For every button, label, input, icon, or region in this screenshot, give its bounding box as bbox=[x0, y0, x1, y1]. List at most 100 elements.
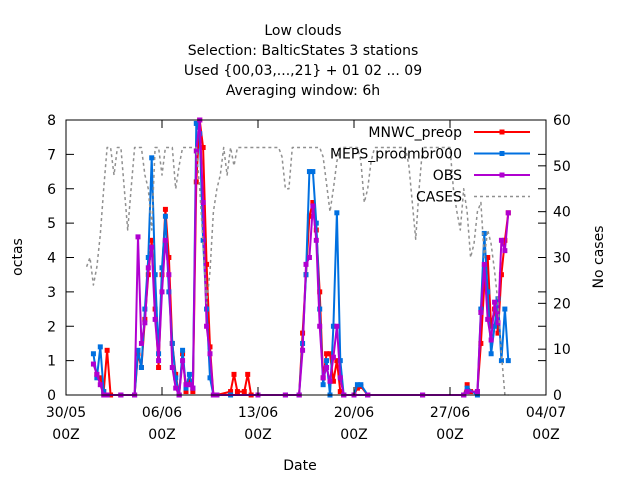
data-point-obs bbox=[320, 375, 326, 381]
data-point-mnwc-preop bbox=[464, 382, 470, 388]
y2-tick-label: 50 bbox=[553, 159, 571, 175]
data-point-meps-prodmbr000 bbox=[90, 351, 96, 357]
data-point-obs bbox=[505, 210, 511, 216]
data-point-meps-prodmbr000 bbox=[354, 382, 360, 388]
data-point-meps-prodmbr000 bbox=[173, 375, 179, 381]
y-tick-label: 6 bbox=[47, 182, 56, 198]
data-point-mnwc-preop bbox=[228, 389, 234, 395]
x-tick-label: 27/06 bbox=[430, 405, 470, 421]
data-point-mnwc-preop bbox=[241, 389, 247, 395]
series-line-cases bbox=[85, 146, 509, 396]
data-point-mnwc-preop bbox=[231, 371, 237, 377]
legend-swatch-marker bbox=[499, 129, 505, 135]
data-point-meps-prodmbr000 bbox=[488, 351, 494, 357]
data-point-meps-prodmbr000 bbox=[464, 385, 470, 391]
data-point-meps-prodmbr000 bbox=[193, 120, 199, 126]
data-point-meps-prodmbr000 bbox=[159, 265, 165, 271]
data-point-obs bbox=[193, 148, 199, 154]
data-point-mnwc-preop bbox=[478, 340, 484, 346]
x-tick-label: 04/07 bbox=[526, 405, 566, 421]
data-point-meps-prodmbr000 bbox=[337, 358, 343, 364]
legend-label: MEPS_prodmbr000 bbox=[330, 147, 462, 163]
data-point-obs bbox=[142, 320, 148, 326]
data-point-obs bbox=[481, 261, 487, 267]
y-axis-left: 0 1 2 3 4 5 6 7 8 bbox=[47, 113, 546, 404]
title-line: Used {00,03,...,21} + 01 02 ... 09 bbox=[184, 63, 422, 79]
data-point-meps-prodmbr000 bbox=[485, 289, 491, 295]
data-point-obs bbox=[97, 382, 103, 388]
legend-label: MNWC_preop bbox=[368, 125, 462, 141]
data-point-mnwc-preop bbox=[324, 351, 330, 357]
data-point-obs bbox=[190, 385, 196, 391]
data-point-obs bbox=[317, 323, 323, 329]
y-tick-label: 3 bbox=[47, 285, 56, 301]
data-point-meps-prodmbr000 bbox=[135, 347, 141, 353]
data-point-meps-prodmbr000 bbox=[207, 375, 213, 381]
y-tick-label: 7 bbox=[47, 147, 56, 163]
data-point-mnwc-preop bbox=[104, 347, 110, 353]
data-point-mnwc-preop bbox=[495, 330, 501, 336]
data-point-obs bbox=[156, 358, 162, 364]
data-point-obs bbox=[138, 340, 144, 346]
y-tick-label: 1 bbox=[47, 354, 56, 370]
x-tick-label-hour: 00Z bbox=[244, 427, 271, 443]
data-point-obs bbox=[183, 382, 189, 388]
data-point-meps-prodmbr000 bbox=[492, 323, 498, 329]
data-point-mnwc-preop bbox=[334, 358, 340, 364]
data-point-meps-prodmbr000 bbox=[94, 375, 100, 381]
title-line: Selection: BalticStates 3 stations bbox=[188, 43, 418, 59]
y2-tick-label: 0 bbox=[553, 388, 562, 404]
data-point-meps-prodmbr000 bbox=[334, 210, 340, 216]
x-tick-label-hour: 00Z bbox=[52, 427, 79, 443]
data-point-obs bbox=[149, 244, 155, 250]
legend-label: CASES bbox=[416, 190, 462, 206]
data-point-obs bbox=[498, 237, 504, 243]
data-point-mnwc-preop bbox=[488, 323, 494, 329]
data-point-mnwc-preop bbox=[310, 200, 316, 205]
x-tick-label: 30/05 bbox=[46, 405, 86, 421]
data-point-mnwc-preop bbox=[354, 385, 360, 391]
x-tick-label-hour: 00Z bbox=[532, 427, 559, 443]
data-point-meps-prodmbr000 bbox=[306, 169, 312, 175]
chart-title: Low clouds Selection: BalticStates 3 stat… bbox=[184, 23, 422, 99]
data-point-obs bbox=[324, 365, 330, 370]
y-axis-right: 0 10 20 30 40 50 60 bbox=[538, 113, 571, 404]
data-point-meps-prodmbr000 bbox=[358, 382, 364, 388]
data-point-obs bbox=[310, 203, 316, 209]
data-point-meps-prodmbr000 bbox=[324, 358, 330, 364]
data-point-meps-prodmbr000 bbox=[200, 237, 206, 243]
y2-tick-label: 20 bbox=[553, 296, 571, 312]
data-point-obs bbox=[145, 265, 151, 271]
data-point-obs bbox=[166, 272, 172, 278]
y-tick-label: 2 bbox=[47, 319, 56, 335]
data-point-obs bbox=[180, 358, 186, 364]
data-point-obs bbox=[186, 382, 192, 388]
data-point-mnwc-preop bbox=[245, 371, 251, 377]
data-point-obs bbox=[464, 389, 470, 395]
data-point-obs bbox=[200, 200, 206, 205]
x-axis-label: Date bbox=[283, 458, 316, 474]
y2-axis-label: No cases bbox=[591, 226, 607, 289]
data-point-meps-prodmbr000 bbox=[481, 230, 487, 236]
y2-tick-label: 40 bbox=[553, 205, 571, 221]
data-point-mnwc-preop bbox=[234, 389, 240, 395]
y-axis-label: octas bbox=[10, 238, 26, 276]
data-point-obs bbox=[159, 289, 165, 295]
data-point-obs bbox=[303, 261, 309, 267]
title-line: Low clouds bbox=[264, 23, 341, 39]
data-point-obs bbox=[300, 347, 306, 353]
legend-swatch-marker bbox=[499, 151, 505, 156]
data-point-meps-prodmbr000 bbox=[149, 155, 155, 161]
data-point-obs bbox=[474, 389, 480, 395]
data-point-obs bbox=[169, 365, 175, 370]
legend-swatch-marker bbox=[499, 172, 505, 178]
data-point-meps-prodmbr000 bbox=[145, 255, 151, 260]
data-point-meps-prodmbr000 bbox=[310, 169, 316, 175]
x-tick-label: 06/06 bbox=[142, 405, 182, 421]
data-point-obs bbox=[502, 248, 508, 254]
y2-tick-label: 10 bbox=[553, 342, 571, 358]
data-point-obs bbox=[488, 337, 494, 343]
data-point-meps-prodmbr000 bbox=[502, 306, 508, 312]
data-point-meps-prodmbr000 bbox=[138, 365, 144, 370]
data-point-obs bbox=[94, 371, 100, 377]
